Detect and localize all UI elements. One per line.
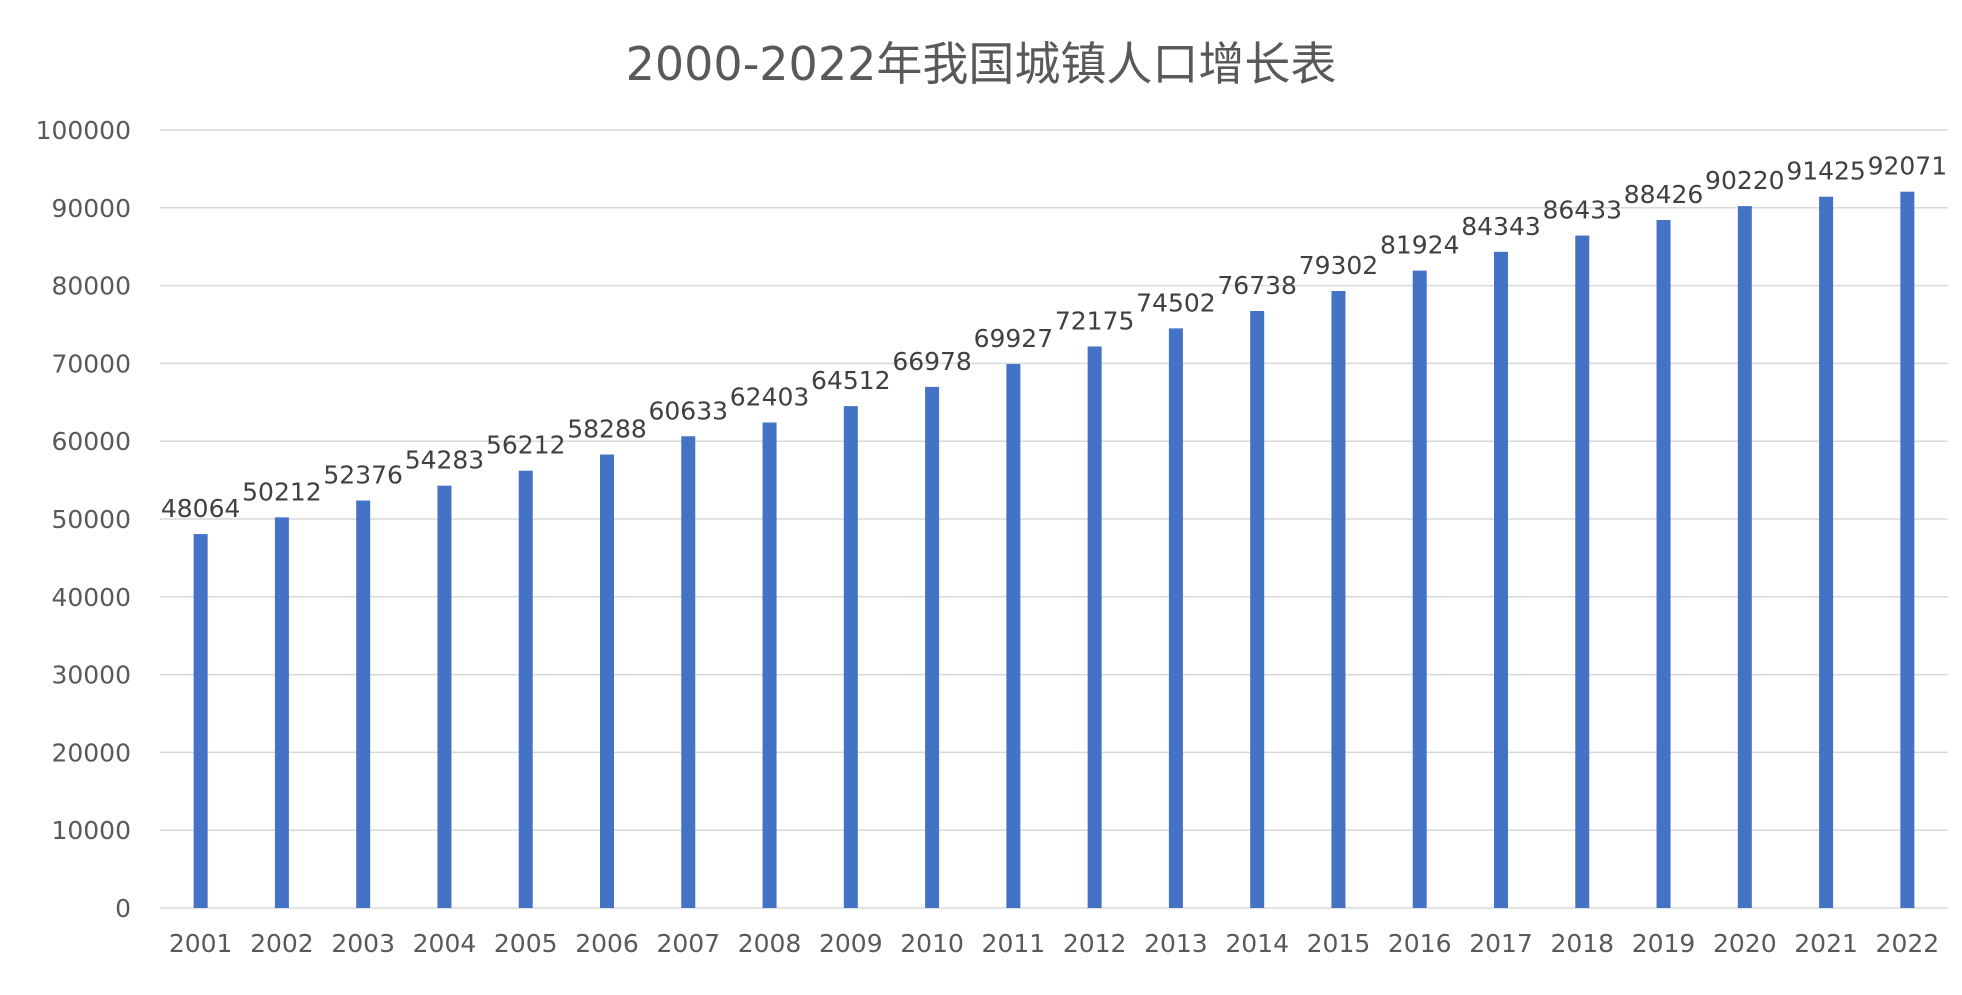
- x-tick-label: 2003: [331, 929, 395, 958]
- data-label: 64512: [811, 366, 891, 395]
- data-label: 81924: [1380, 231, 1460, 260]
- data-label: 48064: [161, 494, 241, 523]
- x-tick-label: 2021: [1794, 929, 1858, 958]
- y-tick-label: 60000: [51, 427, 131, 456]
- x-tick-label: 2010: [900, 929, 964, 958]
- bar: [1656, 220, 1671, 908]
- data-label: 62403: [730, 383, 810, 412]
- data-label: 56212: [486, 431, 566, 460]
- chart-title: 2000-2022年我国城镇人口增长表: [625, 37, 1337, 91]
- y-tick-label: 10000: [51, 816, 131, 845]
- bars: [193, 191, 1915, 909]
- x-tick-label: 2022: [1876, 929, 1940, 958]
- bar: [1331, 291, 1346, 909]
- data-label: 50212: [242, 477, 322, 506]
- bar: [1087, 346, 1102, 908]
- bar: [1006, 363, 1021, 909]
- x-tick-label: 2007: [656, 929, 720, 958]
- data-label: 58288: [567, 415, 647, 444]
- bar: [600, 454, 614, 908]
- bar: [681, 436, 696, 908]
- bar: [356, 500, 371, 908]
- y-tick-label: 100000: [36, 116, 131, 145]
- data-label: 54283: [405, 446, 485, 475]
- y-axis-ticks: 0 10000 20000 30000 40000 50000 60000 70000 8000…: [36, 116, 131, 923]
- bar: [1412, 270, 1427, 908]
- bar: [1250, 310, 1265, 908]
- bar: [193, 534, 208, 908]
- bar: [1168, 328, 1183, 908]
- x-tick-label: 2004: [413, 929, 477, 958]
- x-tick-label: 2017: [1469, 929, 1533, 958]
- data-label: 92071: [1868, 152, 1948, 181]
- data-label: 69927: [974, 324, 1054, 353]
- x-tick-label: 2019: [1632, 929, 1696, 958]
- data-label: 74502: [1136, 288, 1216, 317]
- x-axis-ticks: 2001 2002 2003 2004 2005 2006 2007 2008 2009 2010…: [169, 929, 1939, 958]
- data-label: 84343: [1461, 212, 1541, 241]
- bar: [843, 406, 858, 908]
- y-tick-label: 70000: [51, 349, 131, 378]
- bar: [274, 517, 289, 908]
- bar: [925, 386, 940, 909]
- data-label: 79302: [1299, 251, 1379, 280]
- data-label: 60633: [649, 396, 729, 425]
- x-tick-label: 2013: [1144, 929, 1208, 958]
- y-tick-label: 20000: [51, 738, 131, 767]
- x-tick-label: 2008: [738, 929, 802, 958]
- bar: [762, 422, 777, 908]
- x-tick-label: 2014: [1225, 929, 1289, 958]
- data-label: 76738: [1217, 271, 1297, 300]
- y-tick-label: 30000: [51, 661, 131, 690]
- data-label: 66978: [892, 347, 972, 376]
- bar: [1575, 235, 1590, 908]
- bar: [1819, 196, 1834, 908]
- y-tick-label: 0: [115, 894, 131, 923]
- x-tick-label: 2011: [982, 929, 1046, 958]
- x-tick-label: 2002: [250, 929, 314, 958]
- x-tick-label: 2016: [1388, 929, 1452, 958]
- data-label: 90220: [1705, 166, 1785, 195]
- x-tick-label: 2009: [819, 929, 883, 958]
- gridlines: [160, 129, 1948, 909]
- y-tick-label: 90000: [51, 194, 131, 223]
- data-label: 72175: [1055, 306, 1135, 335]
- x-tick-label: 2012: [1063, 929, 1127, 958]
- x-tick-label: 2015: [1307, 929, 1371, 958]
- x-tick-label: 2005: [494, 929, 558, 958]
- y-tick-label: 40000: [51, 583, 131, 612]
- bar: [518, 470, 533, 908]
- x-tick-label: 2001: [169, 929, 233, 958]
- bar: [1494, 251, 1508, 908]
- data-label: 91425: [1786, 157, 1866, 186]
- bar: [1737, 206, 1752, 909]
- x-tick-label: 2018: [1550, 929, 1614, 958]
- data-label: 88426: [1624, 180, 1704, 209]
- data-label: 52376: [323, 461, 403, 490]
- x-tick-label: 2006: [575, 929, 639, 958]
- y-tick-label: 50000: [51, 505, 131, 534]
- y-tick-label: 80000: [51, 272, 131, 301]
- x-tick-label: 2020: [1713, 929, 1777, 958]
- bar: [1900, 191, 1915, 908]
- data-label: 86433: [1543, 196, 1623, 225]
- bar: [437, 485, 452, 908]
